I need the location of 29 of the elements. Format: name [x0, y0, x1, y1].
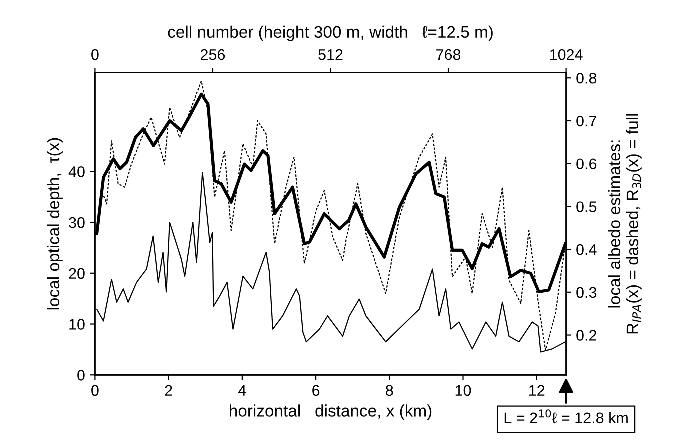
- y2-tick-label: 0.4: [576, 244, 597, 256]
- x2-tick-label: 768: [436, 49, 461, 60]
- x-tick-label: 8: [386, 385, 394, 396]
- y2-tick-label: 0.2: [576, 330, 596, 341]
- x2-tick-label: 0: [92, 49, 99, 60]
- x-tick-label: 6: [312, 385, 320, 396]
- y-tick-label: 20: [69, 268, 85, 280]
- y-tick-label: 0: [78, 370, 85, 381]
- y-tick-label: 30: [69, 217, 85, 228]
- x-tick-label: 4: [238, 385, 246, 396]
- x-tick-label: 10: [456, 385, 472, 396]
- x2-tick-label: 256: [201, 49, 226, 60]
- y2-tick-label: 0.5: [576, 202, 597, 212]
- x-tick-label: 0: [92, 385, 99, 396]
- x2-axis-title: cell number (height 300 m, width ℓ=12.5 m): [168, 26, 493, 42]
- x2-tick-label: 1024: [550, 49, 583, 60]
- y2-tick-label: 0.6: [576, 158, 597, 170]
- y2-axis-title: local albedo estimates: R$_{IPA}$(x) = dashed, R$_{3D}$(x) = full: [608, 114, 642, 334]
- x-axis-title: horizontal distance, x (km): [230, 404, 432, 420]
- y2-tick-label: 0.7: [576, 116, 596, 127]
- y-axis-title: local optical depth, τ(x): [47, 138, 63, 310]
- y2-tick-label: 0.8: [576, 72, 597, 84]
- text: L = 2$^{10}$ℓ = 12.8 km: [504, 410, 628, 424]
- x-tick-label: 12: [530, 385, 545, 396]
- x2-tick-label: 512: [318, 49, 343, 60]
- y-tick-label: 10: [70, 319, 85, 330]
- y2-tick-label: 0.3: [576, 287, 597, 298]
- x-tick-label: 2: [165, 385, 172, 396]
- y-tick-label: 40: [68, 166, 85, 178]
